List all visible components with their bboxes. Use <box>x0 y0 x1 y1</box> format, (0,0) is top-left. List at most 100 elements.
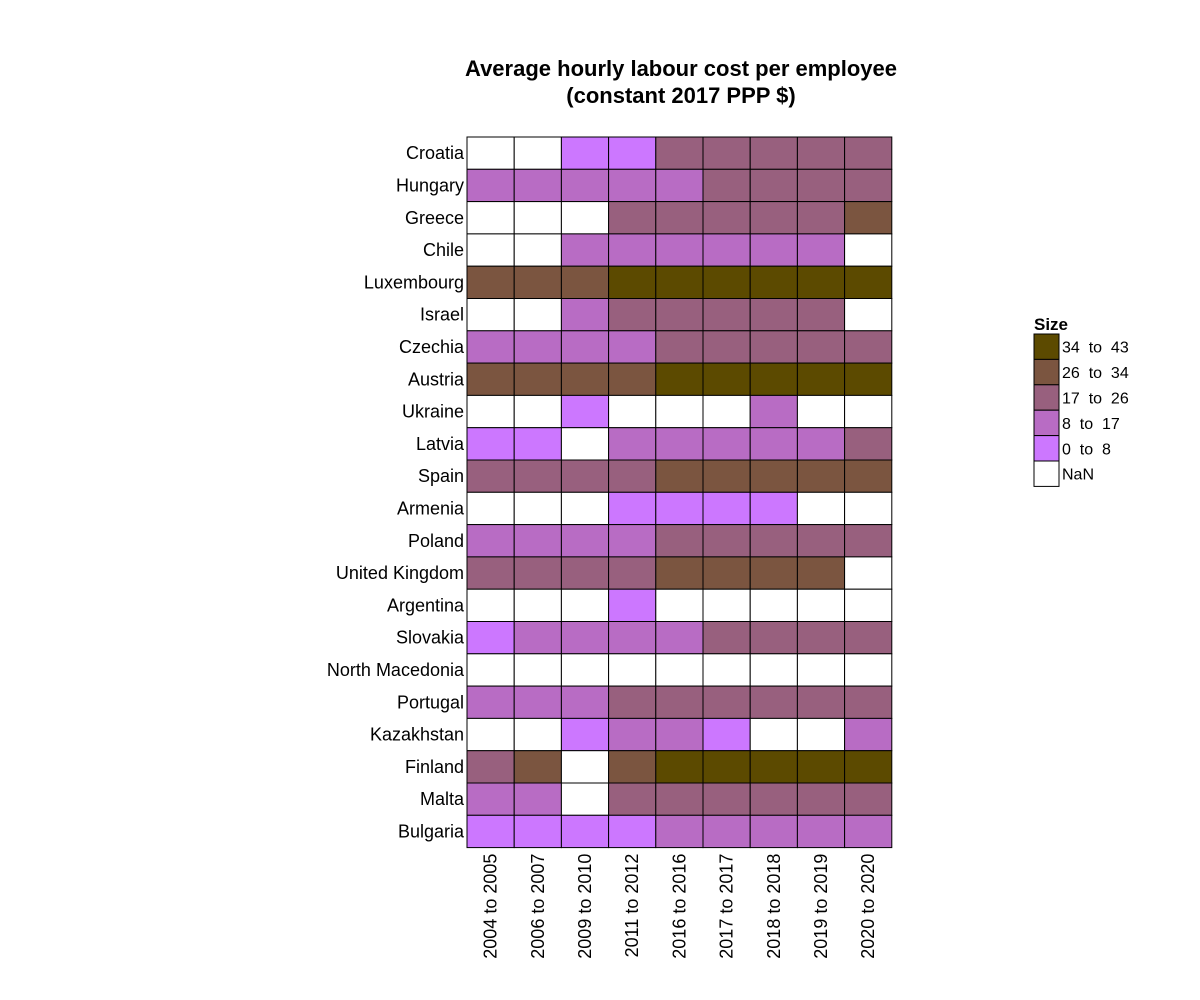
heatmap-cell <box>608 653 657 687</box>
heatmap-cell <box>655 750 704 784</box>
heatmap-cell <box>560 524 610 558</box>
heatmap-cell <box>560 750 610 784</box>
heatmap-cell <box>702 588 751 623</box>
heatmap-cell <box>513 427 562 461</box>
heatmap-cell <box>560 201 610 235</box>
heatmap-cell <box>466 685 515 719</box>
heatmap-cell <box>702 168 751 203</box>
heatmap-cell <box>608 201 657 235</box>
heatmap-cell <box>655 168 704 203</box>
heatmap-cell <box>702 265 751 300</box>
heatmap-cell <box>466 394 515 429</box>
heatmap-cell <box>796 168 846 203</box>
heatmap-cell <box>749 782 798 816</box>
heatmap-cell <box>844 491 893 526</box>
heatmap-cell <box>560 717 610 752</box>
heatmap-cell <box>749 201 798 235</box>
heatmap-cell <box>655 459 704 493</box>
row-label: Croatia <box>406 143 465 163</box>
heatmap-cell <box>749 394 798 429</box>
column-labels: 2004 to 2005 2006 to 2007 2009 to 2010 2011… <box>481 854 879 959</box>
heatmap-cell <box>608 168 657 203</box>
heatmap-cell <box>844 782 893 816</box>
heatmap-cell <box>702 330 751 364</box>
heatmap-cell <box>796 653 846 687</box>
heatmap-cell <box>844 459 893 493</box>
row-label: Spain <box>418 466 464 486</box>
heatmap-cell <box>608 588 657 623</box>
heatmap-cell <box>796 459 846 493</box>
heatmap-cell <box>513 265 562 300</box>
heatmap-cell <box>749 588 798 623</box>
column-label: 2018 to 2018 <box>764 854 784 959</box>
legend-label: 8 to 17 <box>1062 416 1120 433</box>
heatmap-cell <box>608 136 657 170</box>
heatmap-cell <box>844 233 893 267</box>
heatmap-cell <box>466 814 515 849</box>
legend-swatch <box>1033 333 1060 360</box>
heatmap-cell <box>749 168 798 203</box>
heatmap-cell <box>560 265 610 300</box>
heatmap-cell <box>702 621 751 655</box>
column-label: 2019 to 2019 <box>811 854 831 959</box>
heatmap-cell <box>466 136 515 170</box>
heatmap-cell <box>655 653 704 687</box>
heatmap-cell <box>702 750 751 784</box>
column-label: 2011 to 2012 <box>622 854 642 958</box>
heatmap-cell <box>844 717 893 752</box>
legend-swatch <box>1033 409 1060 437</box>
heatmap-cell <box>466 653 515 687</box>
chart-title-line-2: (constant 2017 PPP $) <box>566 83 795 108</box>
heatmap-cell <box>702 556 751 590</box>
heatmap-cell <box>844 136 893 170</box>
heatmap-cell <box>466 330 515 364</box>
heatmap-cell <box>466 717 515 752</box>
heatmap-cell <box>844 427 893 461</box>
heatmap-cell <box>796 136 846 170</box>
heatmap-cell <box>749 653 798 687</box>
row-label: Bulgaria <box>398 821 465 841</box>
heatmap-cell <box>513 556 562 590</box>
heatmap-cell <box>608 459 657 493</box>
heatmap-cell <box>655 394 704 429</box>
heatmap-cell <box>749 621 798 655</box>
row-label: Poland <box>408 531 464 551</box>
heatmap-cell <box>608 330 657 364</box>
heatmap-cell <box>560 298 610 332</box>
heatmap-cell <box>749 491 798 526</box>
heatmap-cell <box>796 750 846 784</box>
heatmap-cell <box>560 233 610 267</box>
heatmap-cell <box>702 653 751 687</box>
heatmap-cell <box>513 394 562 429</box>
heatmap-cell <box>655 298 704 332</box>
heatmap-cell <box>749 685 798 719</box>
chart-title-line-1: Average hourly labour cost per employee <box>465 56 897 81</box>
row-label: Chile <box>423 240 464 260</box>
legend-swatch <box>1033 384 1060 411</box>
heatmap-cell <box>513 298 562 332</box>
heatmap-cell <box>796 685 846 719</box>
heatmap-cell <box>796 265 846 300</box>
heatmap-cell <box>796 717 846 752</box>
heatmap-cell <box>466 168 515 203</box>
heatmap-cell <box>749 298 798 332</box>
column-label: 2020 to 2020 <box>858 854 878 959</box>
legend-swatch <box>1033 460 1060 487</box>
heatmap-cell <box>655 201 704 235</box>
legend-swatch <box>1033 358 1060 386</box>
heatmap-cell <box>608 782 657 816</box>
heatmap-cell <box>513 685 562 719</box>
heatmap-cell <box>513 653 562 687</box>
heatmap-cells <box>466 136 893 849</box>
row-label: Kazakhstan <box>370 725 464 745</box>
heatmap-cell <box>560 427 610 461</box>
heatmap-cell <box>702 233 751 267</box>
column-label: 2004 to 2005 <box>481 854 501 959</box>
heatmap-cell <box>513 782 562 816</box>
heatmap-cell <box>513 588 562 623</box>
row-label: Luxembourg <box>364 272 464 292</box>
row-label: Slovakia <box>396 628 465 648</box>
row-label: Czechia <box>399 337 465 357</box>
heatmap-cell <box>513 136 562 170</box>
row-label: United Kingdom <box>336 563 464 583</box>
